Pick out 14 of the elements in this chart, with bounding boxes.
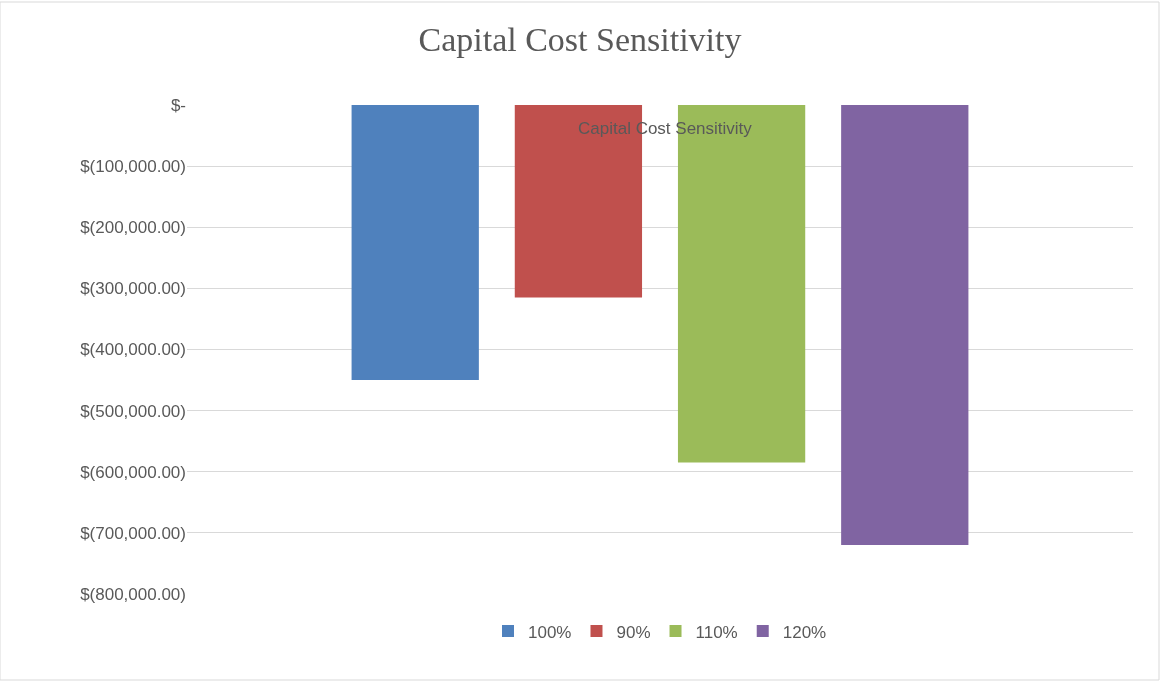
legend-label: 110% [695,622,738,642]
y-tick-label: $(300,000.00) [80,279,186,299]
y-tick-label: $(600,000.00) [80,462,186,482]
legend-label: 90% [616,622,651,642]
y-tick-label: $(700,000.00) [80,523,186,543]
y-tick-label: $(800,000.00) [80,584,186,604]
legend-label: 120% [782,622,827,642]
chart-title: Capital Cost Sensitivity [418,21,742,59]
y-tick-label: $(200,000.00) [80,218,186,238]
y-tick-label: $(400,000.00) [80,340,186,360]
y-tick-label: $- [170,95,186,115]
y-tick-label: $(100,000.00) [80,157,186,177]
legend-label: 100% [528,622,572,642]
y-tick-label: $(500,000.00) [80,401,186,421]
